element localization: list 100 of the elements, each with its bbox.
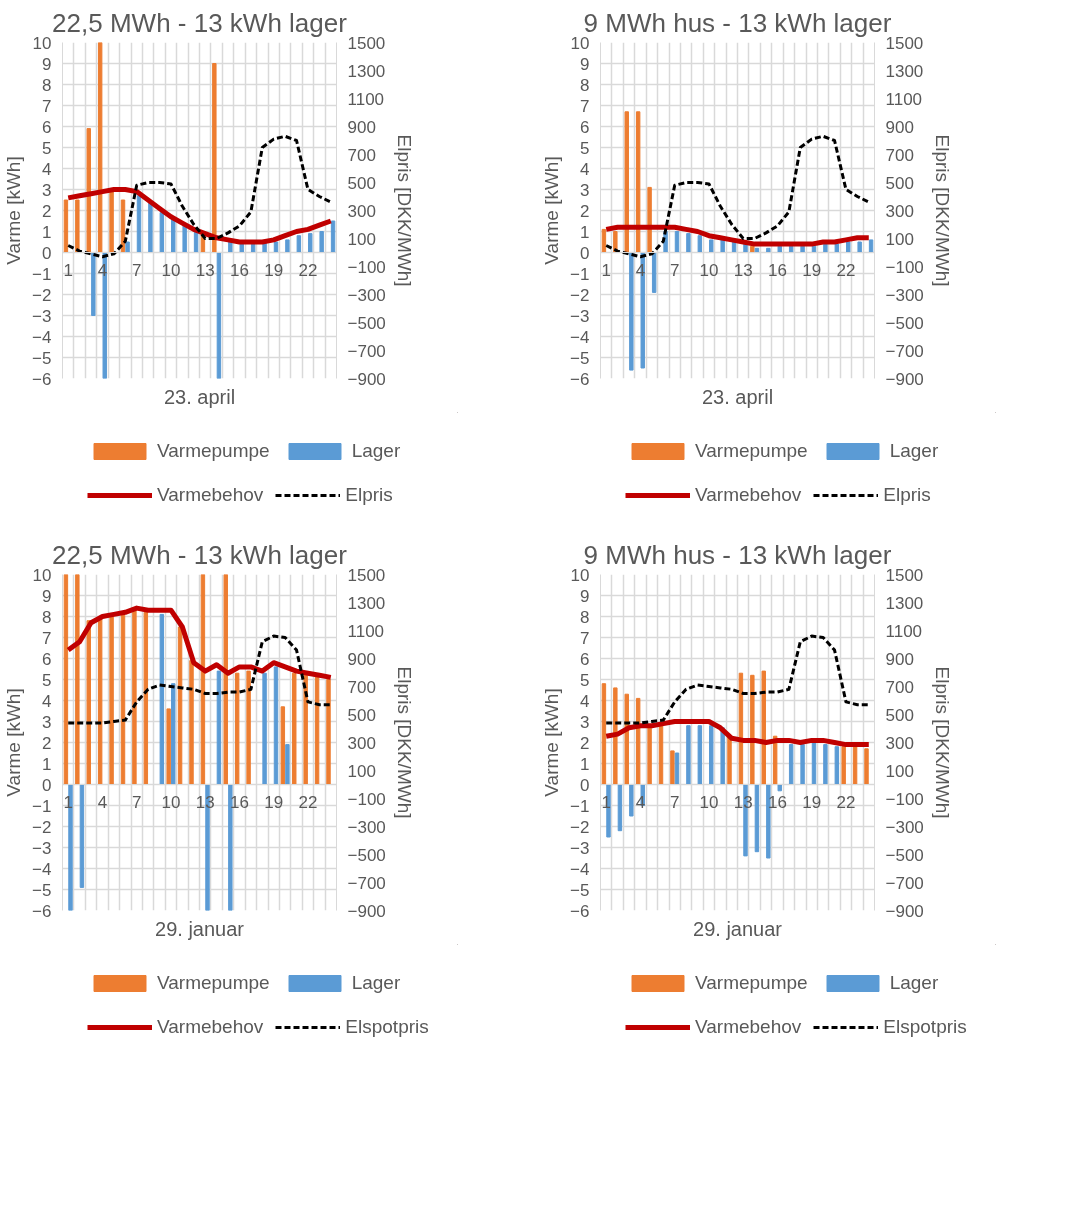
y-tick-label: 5 [42,670,52,690]
bar [285,744,290,785]
y-tick-label: −6 [570,901,590,921]
y-axis-title: Varme [kWh] [3,156,25,265]
y-tick-label: −3 [570,838,590,858]
y2-tick-label: −700 [347,873,386,893]
x-tick-label: 1 [63,260,73,280]
x-tick-label: 4 [97,260,108,280]
y-tick-label: 8 [580,607,590,627]
y-tick-label: −5 [32,880,52,900]
legend-label: Elpris [883,484,931,506]
bar [97,42,103,253]
bar [109,616,114,785]
y-tick-label: 7 [580,96,590,116]
line-series [66,634,333,725]
bar [182,224,187,253]
y2-tick-label: 700 [885,677,914,697]
chart-title: 22,5 MWh - 13 kWh lager [52,7,348,38]
bar [720,239,725,253]
x-tick-label: 22 [298,792,318,812]
y-tick-label: 6 [42,649,52,669]
bar [330,220,336,253]
bar [613,687,618,785]
bar [841,746,846,785]
y2-axis-title: Elpris [DKK/MWh] [931,134,953,287]
bar [79,784,85,888]
y-tick-label: 6 [580,649,590,669]
bar [326,679,331,785]
y2-tick-label: −900 [347,369,386,389]
x-tick-label: 1 [601,260,611,280]
bar [846,241,851,253]
y-tick-label: 2 [42,733,52,753]
y-tick-label: −5 [570,880,590,900]
x-tick-label: 13 [195,260,215,280]
y2-tick-label: 300 [885,733,914,753]
x-tick-label: 19 [264,260,284,280]
y2-tick-label: 1300 [885,593,924,613]
bar [273,666,279,785]
y-tick-label: 2 [42,201,52,221]
y2-tick-label: −300 [885,285,924,305]
bar [686,725,691,785]
legend-label: Varmepumpe [695,440,808,462]
x-tick-label: 10 [161,260,181,280]
bar [709,725,714,785]
x-tick-label: 7 [131,792,142,812]
legend-label: Lager [889,972,939,994]
y-tick-label: −2 [32,285,52,305]
y-tick-label: 4 [42,691,52,711]
y-tick-label: −5 [32,348,52,368]
y-tick-label: 3 [42,180,52,200]
bar [125,241,130,253]
legend-label: Varmebehov [157,1016,264,1038]
bar [750,674,755,785]
chart-title: 22,5 MWh - 13 kWh lager [52,539,348,570]
legend-label: Varmebehov [695,1016,802,1038]
y2-tick-label: 900 [885,649,914,669]
bar [720,727,725,785]
y2-tick-label: −900 [885,901,924,921]
bar [292,672,297,785]
bar [823,744,828,785]
bar [727,735,732,785]
bar [228,241,233,253]
bar [223,574,228,785]
x-tick-label: 4 [97,792,108,812]
y-tick-label: 9 [580,54,590,74]
bar [629,252,634,371]
y-tick-label: 1 [580,754,590,774]
y-tick-label: −1 [32,264,52,284]
x-tick-label: 22 [298,260,318,280]
y-tick-label: 6 [42,117,52,137]
bar [319,231,324,253]
y-tick-label: 3 [580,712,590,732]
line-series [604,134,871,259]
y2-tick-label: 700 [885,145,914,165]
x-tick-label: 22 [836,792,856,812]
bar [189,660,194,785]
bar [171,683,176,785]
y2-tick-label: 300 [347,733,376,753]
x-tick-label: 7 [669,792,680,812]
x-tick-label: 4 [635,260,646,280]
y-tick-label: 3 [42,712,52,732]
y-tick-label: 4 [42,159,52,179]
y2-tick-label: −300 [885,817,924,837]
y-tick-label: −3 [32,306,52,326]
y-tick-label: 9 [580,586,590,606]
y-tick-label: 8 [580,75,590,95]
bar [777,784,782,792]
legend-label: Varmebehov [695,484,802,506]
bar [86,128,91,253]
bar [624,111,629,253]
y-tick-label: 2 [580,201,590,221]
y2-tick-label: −100 [347,789,386,809]
y-tick-label: −1 [570,264,590,284]
bar [132,609,137,785]
bar [234,672,240,785]
y-tick-label: 1 [42,222,52,242]
bar [285,239,290,253]
y2-tick-label: 300 [885,201,914,221]
y2-tick-label: 500 [885,705,914,725]
bar [262,672,267,785]
